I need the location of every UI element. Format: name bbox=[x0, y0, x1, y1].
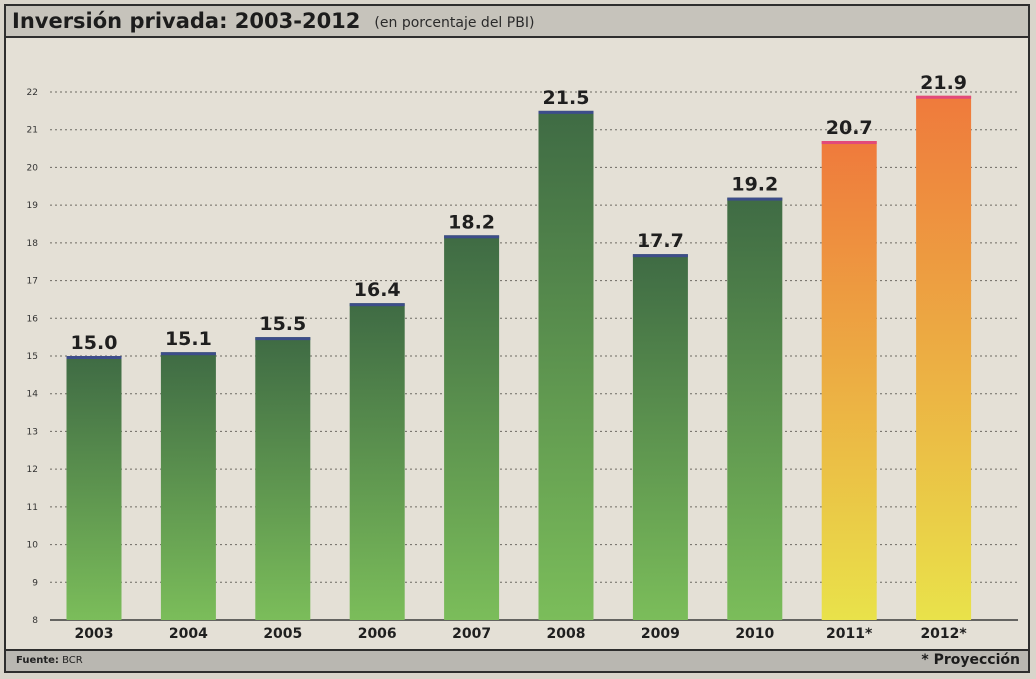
x-axis-ticks: 2003 2004 2005 2006 2007 2008 2009 2010 2011* 201… bbox=[75, 626, 968, 642]
bar bbox=[632, 254, 688, 620]
x-tick-label: 2007 bbox=[452, 626, 491, 642]
value-label: 15.5 bbox=[259, 313, 306, 335]
bar-cap bbox=[727, 197, 783, 201]
chart-area: 8 9 10 11 12 13 14 15 16 17 18 19 20 21 22 15.0 15.1 15.… bbox=[6, 36, 1028, 646]
bar-cap bbox=[160, 352, 216, 356]
bar-cap bbox=[916, 95, 972, 99]
y-tick-label: 17 bbox=[27, 277, 38, 287]
x-tick-label: 2010 bbox=[735, 626, 774, 642]
bar bbox=[538, 110, 594, 620]
y-axis-ticks: 8 9 10 11 12 13 14 15 16 17 18 19 20 21 22 bbox=[27, 88, 39, 626]
bars bbox=[66, 95, 972, 621]
value-label: 15.0 bbox=[71, 332, 118, 354]
bar-projection bbox=[821, 141, 877, 620]
y-tick-label: 20 bbox=[27, 163, 39, 173]
y-tick-label: 19 bbox=[27, 201, 39, 211]
chart-frame: Inversión privada: 2003-2012 (en porcent… bbox=[4, 4, 1030, 673]
title-bar: Inversión privada: 2003-2012 (en porcent… bbox=[6, 6, 1028, 38]
projection-note: * Proyección bbox=[921, 652, 1020, 668]
bar-projection bbox=[916, 95, 972, 620]
bar-cap bbox=[632, 254, 688, 258]
footer-bar: Fuente: BCR * Proyección bbox=[6, 649, 1028, 671]
y-tick-label: 12 bbox=[27, 465, 38, 475]
x-tick-label: 2005 bbox=[263, 626, 302, 642]
value-labels: 15.0 15.1 15.5 16.4 18.2 21.5 17.7 19.2 20.7 21.9 bbox=[71, 72, 967, 354]
bar bbox=[349, 303, 405, 620]
y-tick-label: 15 bbox=[27, 352, 38, 362]
y-tick-label: 13 bbox=[27, 427, 38, 437]
bar bbox=[444, 235, 500, 621]
value-label: 21.9 bbox=[920, 72, 967, 94]
y-tick-label: 14 bbox=[27, 390, 39, 400]
y-tick-label: 22 bbox=[27, 88, 38, 98]
bar-cap bbox=[349, 303, 405, 307]
x-tick-label: 2008 bbox=[547, 626, 586, 642]
x-tick-label: 2011* bbox=[826, 626, 873, 642]
source-label: Fuente: bbox=[16, 655, 59, 666]
value-label: 17.7 bbox=[637, 230, 684, 252]
y-tick-label: 16 bbox=[27, 314, 39, 324]
x-tick-label: 2009 bbox=[641, 626, 680, 642]
value-label: 21.5 bbox=[543, 87, 590, 109]
bar-cap bbox=[538, 110, 594, 114]
y-tick-label: 10 bbox=[27, 541, 39, 551]
x-tick-label: 2006 bbox=[358, 626, 397, 642]
y-tick-label: 11 bbox=[27, 503, 38, 513]
y-tick-label: 8 bbox=[32, 616, 38, 626]
y-tick-label: 21 bbox=[27, 126, 38, 136]
bar bbox=[255, 337, 311, 620]
bar bbox=[160, 352, 216, 620]
value-label: 18.2 bbox=[448, 211, 495, 233]
chart-title: Inversión privada: 2003-2012 bbox=[12, 9, 361, 33]
y-tick-label: 9 bbox=[32, 578, 38, 588]
bar-cap bbox=[66, 356, 122, 359]
source-value: BCR bbox=[62, 655, 83, 666]
bar bbox=[66, 356, 122, 620]
bar-cap bbox=[821, 141, 877, 145]
value-label: 16.4 bbox=[354, 279, 401, 301]
value-label: 19.2 bbox=[731, 174, 778, 196]
bar-cap bbox=[444, 235, 500, 239]
y-tick-label: 18 bbox=[27, 239, 39, 249]
bar-cap bbox=[255, 337, 311, 341]
x-tick-label: 2004 bbox=[169, 626, 208, 642]
x-tick-label: 2003 bbox=[75, 626, 114, 642]
value-label: 15.1 bbox=[165, 328, 212, 350]
chart-subtitle: (en porcentaje del PBI) bbox=[374, 14, 535, 31]
value-label: 20.7 bbox=[826, 117, 873, 139]
bar bbox=[727, 197, 783, 620]
x-tick-label: 2012* bbox=[920, 626, 967, 642]
source-note: Fuente: BCR bbox=[16, 655, 83, 666]
